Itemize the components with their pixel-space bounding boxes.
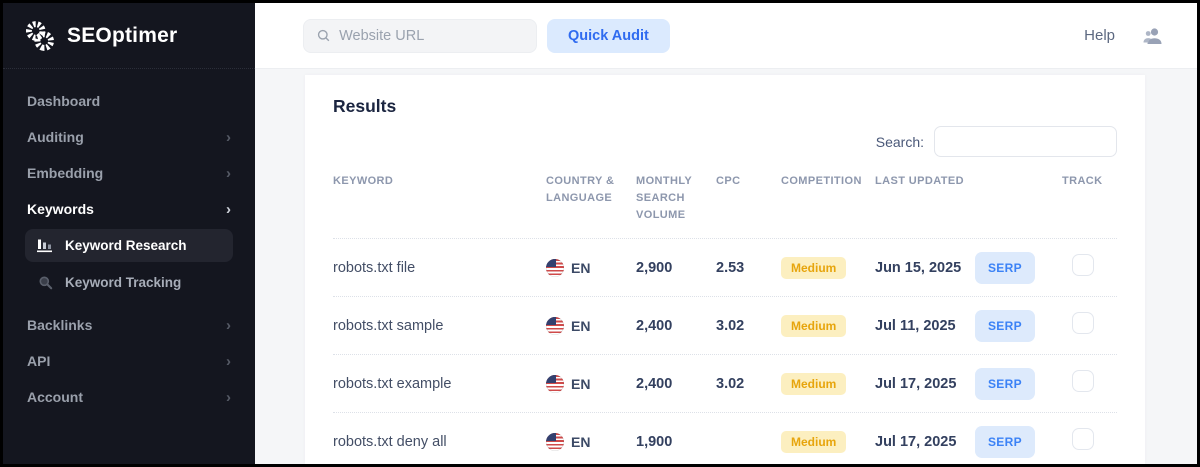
chevron-right-icon: › [226, 352, 231, 370]
table-header-row: Keyword Country & Language Monthly Searc… [333, 173, 1117, 238]
sidebar-item-api[interactable]: API › [3, 343, 255, 379]
sidebar-item-embedding[interactable]: Embedding › [3, 155, 255, 191]
last-updated-cell: Jul 11, 2025 [875, 317, 956, 334]
us-flag-icon [546, 316, 564, 335]
us-flag-icon [546, 374, 564, 393]
serp-button[interactable]: SERP [975, 425, 1035, 458]
results-table: Keyword Country & Language Monthly Searc… [333, 173, 1117, 464]
bar-chart-icon [37, 238, 53, 253]
sidebar-item-keyword-tracking[interactable]: Keyword Tracking [25, 266, 233, 299]
column-header-volume: Monthly Search Volume [636, 175, 692, 222]
language-label: EN [571, 317, 591, 334]
sidebar-item-label: Keyword Research [65, 238, 187, 253]
column-header-cpc: CPC [716, 175, 741, 187]
competition-badge: Medium [781, 372, 847, 395]
table-row: robots.txt deny all EN 1,900 Medium Jul … [333, 412, 1117, 464]
track-checkbox[interactable] [1072, 428, 1094, 451]
help-link[interactable]: Help [1084, 27, 1115, 44]
language-label: EN [571, 433, 591, 450]
column-header-track: Track [1062, 175, 1103, 187]
sidebar-item-account[interactable]: Account › [3, 379, 255, 415]
sidebar-item-label: Account [27, 389, 83, 405]
volume-cell: 1,900 [636, 433, 673, 450]
table-search-label: Search: [875, 133, 924, 150]
table-row: robots.txt file EN 2,900 2.53 Medium Jun… [333, 238, 1117, 296]
keyword-cell: robots.txt example [333, 375, 452, 392]
chevron-right-icon: › [226, 316, 231, 334]
sidebar-item-label: Auditing [27, 129, 84, 145]
chevron-right-icon: › [226, 200, 231, 218]
serp-button[interactable]: SERP [975, 251, 1035, 284]
sidebar-item-label: Backlinks [27, 317, 93, 333]
quick-audit-button[interactable]: Quick Audit [547, 18, 670, 53]
track-checkbox[interactable] [1072, 370, 1094, 393]
last-updated-cell: Jun 15, 2025 [875, 259, 962, 276]
keyword-cell: robots.txt file [333, 259, 416, 276]
sidebar-item-label: API [27, 353, 51, 369]
table-search-input[interactable] [934, 126, 1117, 157]
volume-cell: 2,400 [636, 375, 673, 392]
chevron-right-icon: › [226, 388, 231, 406]
volume-cell: 2,400 [636, 317, 673, 334]
chevron-right-icon: › [226, 164, 231, 182]
cpc-cell: 3.02 [716, 317, 745, 334]
keyword-cell: robots.txt sample [333, 317, 444, 334]
competition-badge: Medium [781, 314, 847, 337]
topbar: Quick Audit Help [255, 3, 1197, 69]
column-header-last-updated: Last Updated [875, 175, 964, 187]
language-label: EN [571, 259, 591, 276]
sidebar-item-keywords[interactable]: Keywords › [3, 191, 255, 227]
column-header-competition: Competition [781, 175, 862, 187]
sidebar-item-label: Keywords [27, 201, 94, 217]
chevron-right-icon: › [226, 128, 231, 146]
sidebar-divider [3, 68, 255, 69]
website-url-search[interactable] [303, 18, 537, 53]
competition-badge: Medium [781, 430, 847, 453]
table-row: robots.txt example EN 2,400 3.02 Medium … [333, 354, 1117, 412]
table-row: robots.txt sample EN 2,400 3.02 Medium J… [333, 296, 1117, 354]
sidebar-item-dashboard[interactable]: Dashboard [3, 83, 255, 119]
column-header-country-language: Country & Language [546, 175, 615, 205]
sidebar-item-label: Embedding [27, 165, 104, 181]
magnifier-icon [37, 275, 53, 290]
us-flag-icon [546, 258, 564, 277]
language-label: EN [571, 375, 591, 392]
search-icon [317, 29, 330, 42]
volume-cell: 2,900 [636, 259, 673, 276]
serp-button[interactable]: SERP [975, 309, 1035, 342]
brand-logo[interactable]: SEOptimer [3, 3, 255, 68]
cpc-cell: 2.53 [716, 259, 745, 276]
brand-name: SEOptimer [67, 24, 178, 47]
sidebar-item-keyword-research[interactable]: Keyword Research [25, 229, 233, 262]
track-checkbox[interactable] [1072, 312, 1094, 335]
last-updated-cell: Jul 17, 2025 [875, 433, 957, 450]
sidebar-item-label: Keyword Tracking [65, 275, 182, 290]
gear-logo-icon [25, 21, 55, 51]
last-updated-cell: Jul 17, 2025 [875, 375, 957, 392]
competition-badge: Medium [781, 256, 847, 279]
results-card: Results Search: Keyword Country & Langua… [305, 75, 1145, 464]
page-title: Results [333, 96, 397, 116]
user-account-icon[interactable] [1141, 24, 1165, 48]
serp-button[interactable]: SERP [975, 367, 1035, 400]
sidebar-item-label: Dashboard [27, 93, 101, 109]
sidebar-item-backlinks[interactable]: Backlinks › [3, 307, 255, 343]
track-checkbox[interactable] [1072, 254, 1094, 277]
sidebar: SEOptimer Dashboard Auditing › Embedding… [3, 3, 255, 464]
column-header-keyword: Keyword [333, 175, 394, 187]
keyword-cell: robots.txt deny all [333, 433, 447, 450]
cpc-cell: 3.02 [716, 375, 745, 392]
us-flag-icon [546, 432, 564, 451]
website-url-input[interactable] [339, 27, 524, 44]
content-area: Results Search: Keyword Country & Langua… [255, 69, 1197, 464]
sidebar-item-auditing[interactable]: Auditing › [3, 119, 255, 155]
